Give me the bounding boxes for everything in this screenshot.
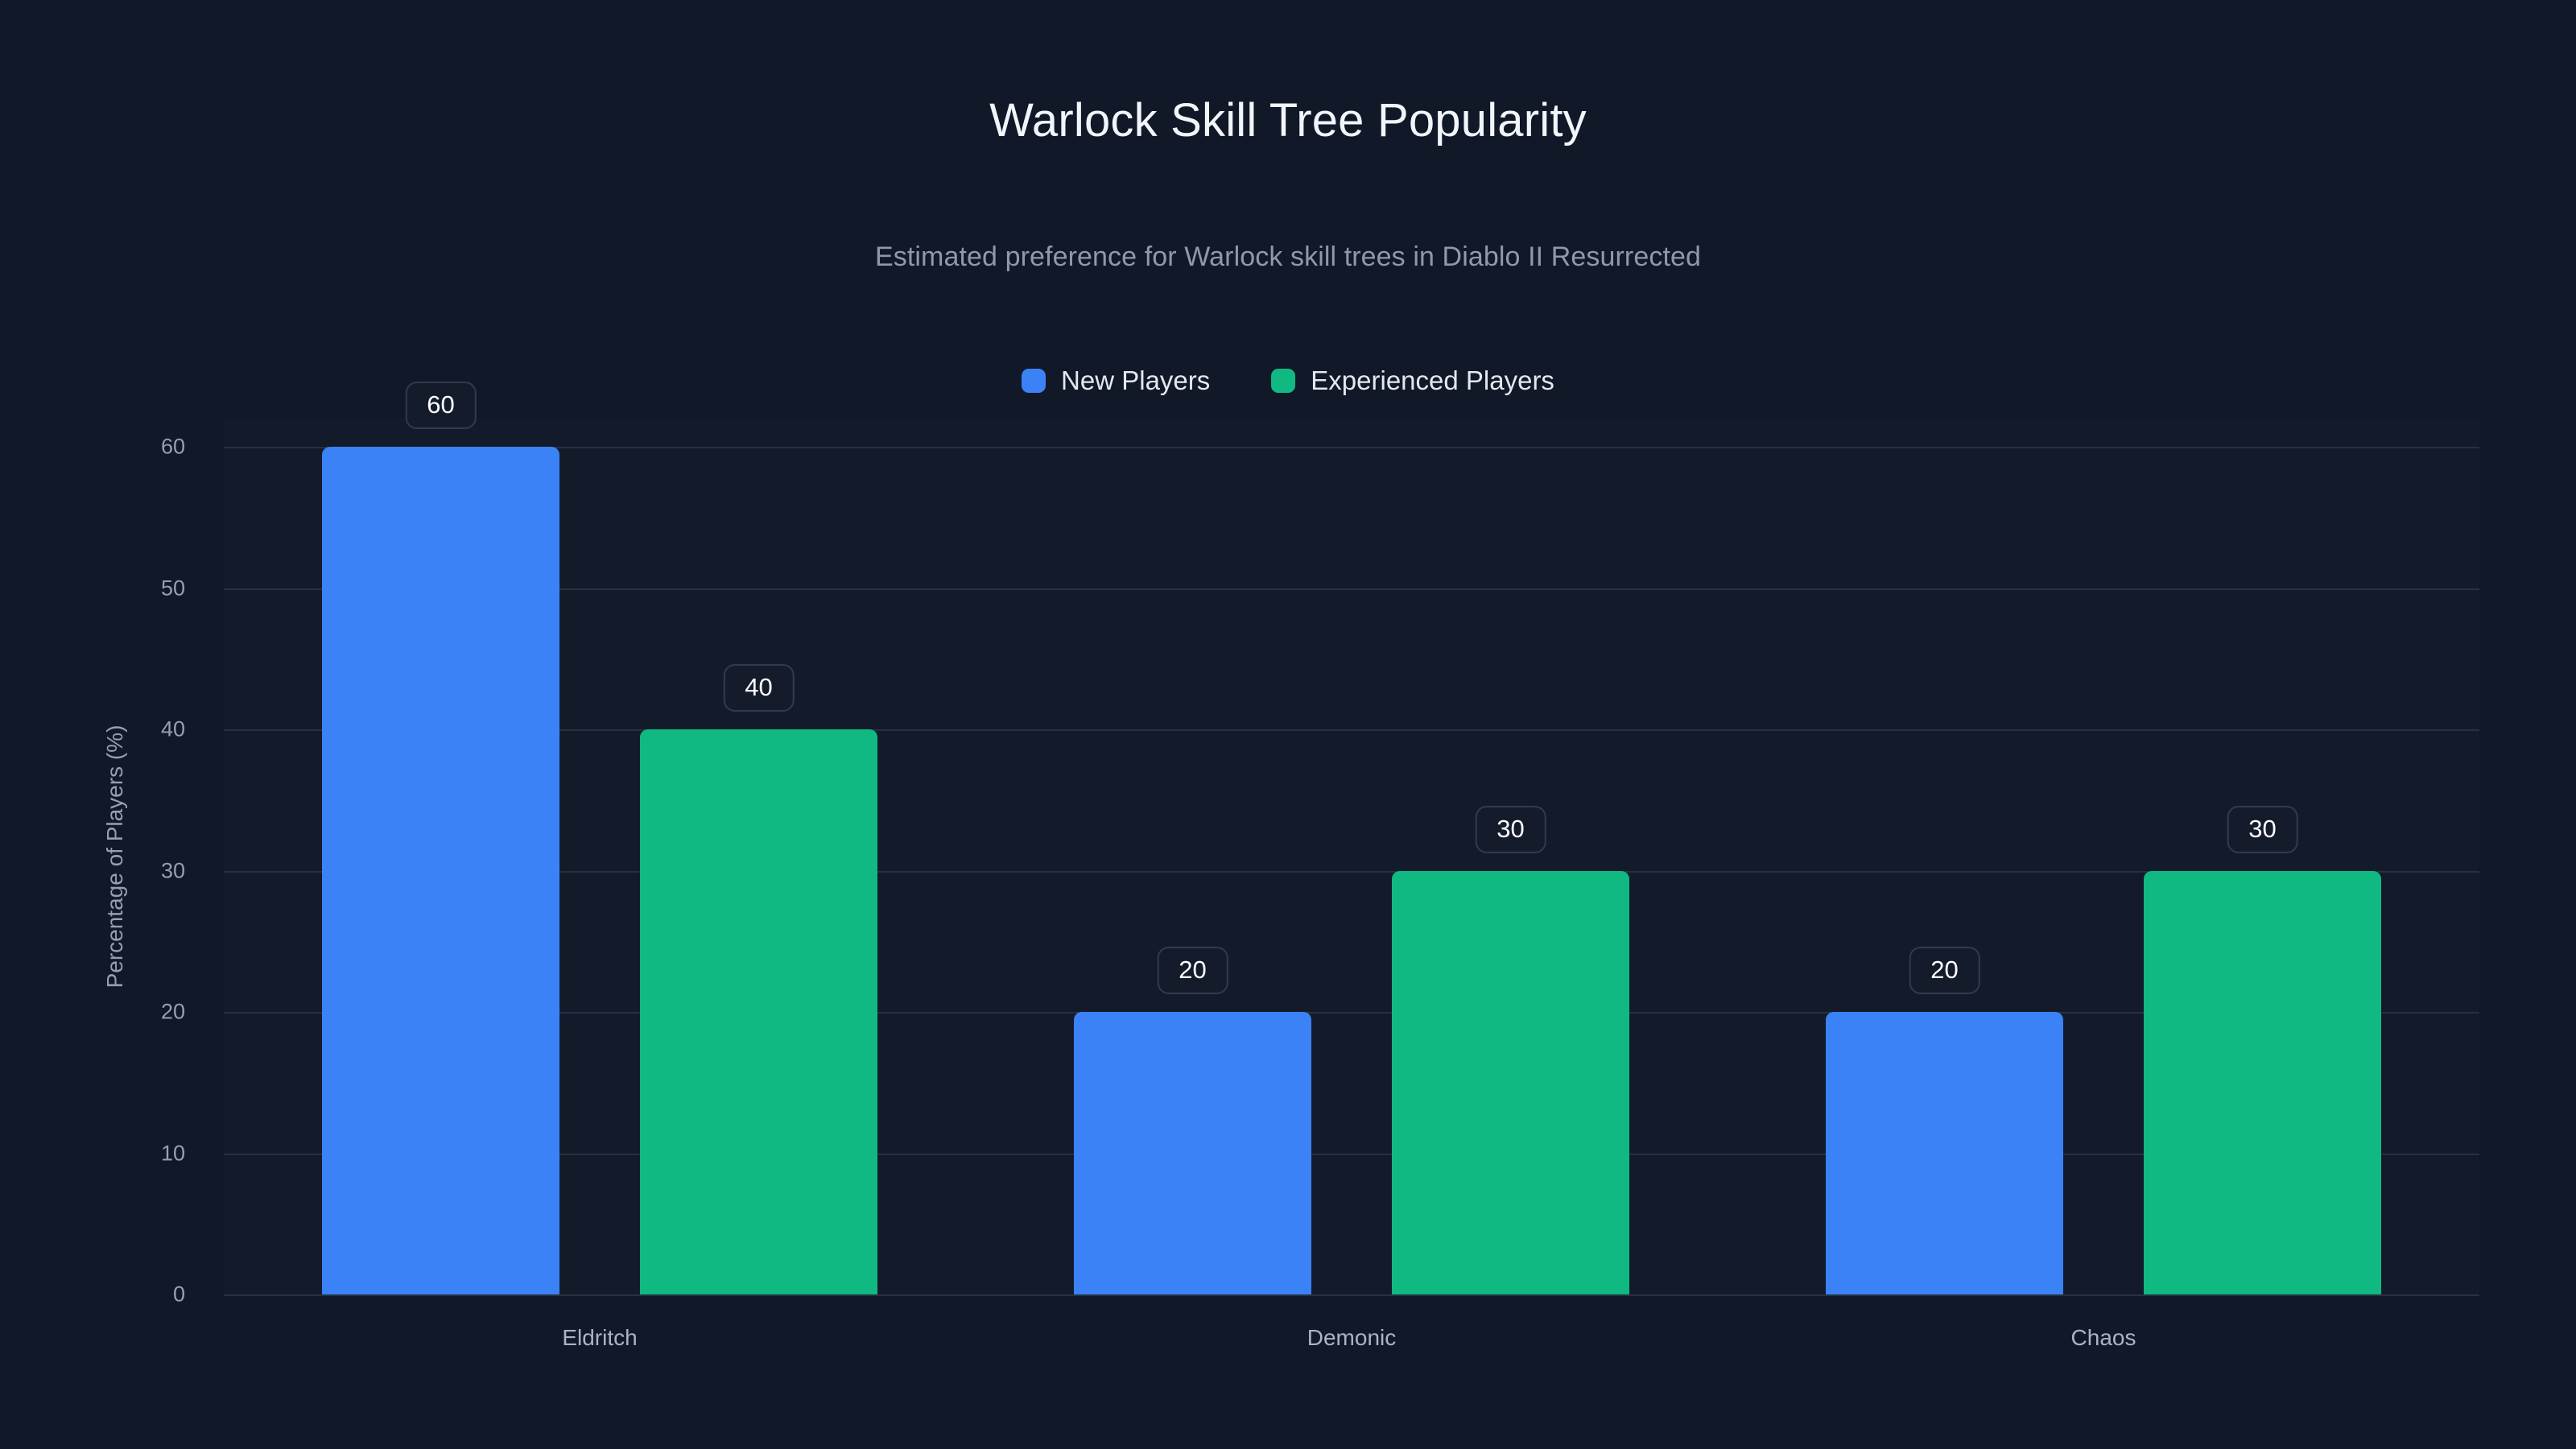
chart-title: Warlock Skill Tree Popularity	[989, 94, 1587, 147]
legend-label: Experienced Players	[1311, 365, 1554, 395]
y-axis-tick-label: 30	[160, 858, 185, 883]
legend-item-new-players[interactable]: New Players	[1022, 367, 1210, 394]
y-axis-tick-label: 0	[172, 1282, 185, 1307]
bar-demonic-experienced-players[interactable]	[1392, 870, 1629, 1294]
x-axis-baseline	[224, 1294, 2479, 1296]
y-axis-tick-label: 60	[160, 434, 185, 459]
value-label-badge: 60	[405, 382, 477, 430]
gridline	[224, 729, 2479, 732]
legend-label: New Players	[1061, 365, 1211, 395]
x-axis-tick-label-chaos: Chaos	[2070, 1325, 2136, 1350]
chart-subtitle: Estimated preference for Warlock skill t…	[874, 242, 1702, 272]
legend-item-experienced-players[interactable]: Experienced Players	[1271, 367, 1554, 394]
x-axis-tick-label-demonic: Demonic	[1307, 1325, 1397, 1350]
y-axis-tick-label: 20	[160, 999, 185, 1024]
legend-swatch-icon	[1271, 368, 1296, 393]
y-axis-tick-label: 50	[160, 576, 185, 601]
gridline	[224, 1153, 2479, 1155]
bar-chaos-experienced-players[interactable]	[2144, 870, 2381, 1294]
gridline	[224, 588, 2479, 590]
gridline	[224, 870, 2479, 873]
x-axis-tick-label-eldritch: Eldritch	[562, 1325, 638, 1350]
chart-legend: New Players Experienced Players	[0, 367, 2576, 394]
plot-area	[224, 419, 2479, 1296]
legend-swatch-icon	[1022, 368, 1046, 393]
bar-demonic-new-players[interactable]	[1074, 1012, 1311, 1294]
bars-layer	[224, 419, 2479, 1294]
value-label-badge: 40	[723, 664, 795, 712]
y-axis-tick-label: 10	[160, 1141, 185, 1166]
gridline	[224, 1012, 2479, 1014]
bar-eldritch-experienced-players[interactable]	[640, 729, 877, 1294]
value-label-badge: 30	[2227, 805, 2298, 853]
bar-chaos-new-players[interactable]	[1826, 1012, 2063, 1294]
value-label-badge: 20	[1909, 947, 1980, 995]
gridline	[224, 447, 2479, 449]
bar-eldritch-new-players[interactable]	[322, 447, 559, 1294]
y-axis-tick-label: 40	[160, 716, 185, 741]
value-label-badge: 30	[1475, 805, 1546, 853]
y-axis-title: Percentage of Players (%)	[102, 724, 127, 989]
value-label-badge: 20	[1157, 947, 1228, 995]
